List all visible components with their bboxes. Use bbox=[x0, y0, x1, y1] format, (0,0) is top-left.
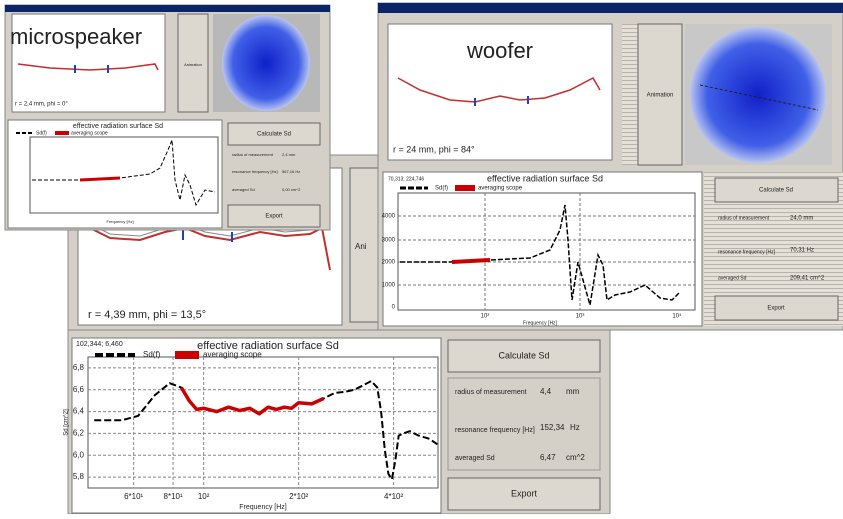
radius-label: radius of measurement bbox=[455, 389, 527, 396]
x-tick-label: 10² bbox=[481, 314, 490, 320]
radius-label: radius of measurement bbox=[232, 152, 274, 157]
y-tick-label: 6,8 bbox=[73, 363, 85, 372]
x-tick-label: 4*10² bbox=[384, 492, 403, 501]
animation-label: Animation bbox=[184, 62, 202, 67]
chart-title: effective radiation surface Sd bbox=[73, 123, 163, 130]
x-tick-label: 2*10² bbox=[289, 492, 308, 501]
animation-label: Ani bbox=[355, 242, 367, 251]
x-axis-label: Frequency [Hz] bbox=[523, 320, 558, 326]
y-tick-label: 1000 bbox=[382, 283, 396, 289]
chart-header: 70,313; 224,746 bbox=[388, 176, 424, 182]
button-label: Export bbox=[767, 306, 785, 312]
resonance-label: resonance frequency [Hz] bbox=[455, 427, 535, 434]
averaged-value: 6,47 bbox=[540, 453, 556, 462]
y-axis-label: Sd [cm^2] bbox=[64, 409, 70, 436]
resonance-label: resonance frequency [Hz] bbox=[718, 249, 776, 255]
averaging-scope bbox=[80, 178, 120, 180]
y-tick-label: 6,4 bbox=[73, 407, 85, 416]
legend-label: averaging scope bbox=[71, 130, 108, 136]
radius-label: radius of measurement bbox=[718, 215, 770, 221]
legend-swatch bbox=[455, 185, 475, 191]
x-tick-label: 10⁴ bbox=[672, 313, 682, 320]
radius-unit: mm bbox=[566, 387, 580, 396]
x-tick-label: 10³ bbox=[576, 314, 585, 320]
averaging-scope bbox=[452, 260, 490, 262]
legend-swatch bbox=[175, 351, 199, 359]
legend-label: Sd(f) bbox=[435, 186, 448, 192]
window-label: microspeaker bbox=[10, 24, 142, 49]
resonance-value: 567,16 Hz bbox=[282, 169, 300, 174]
woofer-window: woofer r = 24 mm, phi = 84° Animation 70… bbox=[378, 3, 843, 330]
screen: r = 4,39 mm, phi = 13,5° Ani 102,344; 6,… bbox=[0, 0, 843, 514]
averaged-label: averaged Sd bbox=[718, 275, 747, 281]
resonance-value: 70,31 Hz bbox=[790, 248, 814, 254]
animation-label: Animation bbox=[647, 93, 674, 99]
title-bar bbox=[5, 5, 330, 12]
membrane-view bbox=[222, 15, 310, 111]
averaged-label: averaged Sd bbox=[232, 187, 255, 192]
chart-panel bbox=[383, 172, 702, 326]
radius-value: 2,4 mm bbox=[282, 152, 296, 157]
profile-caption: r = 2,4 mm, phi = 0° bbox=[15, 102, 68, 108]
radius-value: 24,0 mm bbox=[790, 216, 813, 222]
y-tick-label: 6,2 bbox=[73, 429, 85, 438]
profile-caption: r = 24 mm, phi = 84° bbox=[393, 144, 475, 154]
x-axis-label: Frequency [Hz] bbox=[106, 219, 133, 224]
legend-label: Sd(f) bbox=[36, 130, 47, 136]
legend-label: Sd(f) bbox=[143, 350, 161, 359]
chart-header: 102,344; 6,460 bbox=[76, 341, 123, 348]
x-tick-label: 6*10¹ bbox=[124, 492, 143, 501]
y-tick-label: 3000 bbox=[382, 238, 396, 244]
averaged-value: 209,41 cm^2 bbox=[790, 276, 825, 282]
button-label: Export bbox=[511, 488, 538, 498]
window-label: woofer bbox=[466, 38, 533, 63]
legend-label: averaging scope bbox=[478, 186, 523, 192]
title-bar bbox=[378, 3, 843, 13]
microspeaker-window: microspeaker r = 2,4 mm, phi = 0° Animat… bbox=[5, 5, 330, 230]
profile-caption: r = 4,39 mm, phi = 13,5° bbox=[88, 309, 206, 321]
radius-value: 4,4 bbox=[540, 387, 552, 396]
chart-panel bbox=[72, 338, 441, 513]
resonance-unit: Hz bbox=[570, 423, 580, 432]
resonance-label: resonance frequency [Hz] bbox=[232, 169, 278, 174]
button-label: Calculate Sd bbox=[759, 188, 793, 194]
legend-swatch bbox=[55, 131, 69, 135]
membrane-view bbox=[690, 27, 826, 163]
button-label: Export bbox=[265, 214, 283, 220]
button-label: Calculate Sd bbox=[257, 132, 291, 138]
y-tick-label: 4000 bbox=[382, 214, 396, 220]
x-tick-label: 10² bbox=[198, 492, 210, 501]
button-label: Calculate Sd bbox=[498, 350, 549, 360]
averaged-unit: cm^2 bbox=[566, 453, 585, 462]
y-tick-label: 6,6 bbox=[73, 385, 85, 394]
page: r = 4,39 mm, phi = 13,5° Ani 102,344; 6,… bbox=[0, 0, 843, 514]
chart-title: effective radiation surface Sd bbox=[487, 173, 603, 183]
legend-label: averaging scope bbox=[203, 350, 262, 359]
y-tick-label: 5,8 bbox=[73, 472, 85, 481]
x-axis-label: Frequency [Hz] bbox=[239, 504, 287, 511]
averaged-value: 0,00 cm^2 bbox=[282, 187, 301, 192]
resonance-value: 152,34 bbox=[540, 423, 565, 432]
y-tick-label: 6,0 bbox=[73, 450, 85, 459]
x-tick-label: 8*10¹ bbox=[164, 492, 183, 501]
averaged-label: averaged Sd bbox=[455, 455, 495, 462]
y-tick-label: 2000 bbox=[382, 260, 396, 266]
